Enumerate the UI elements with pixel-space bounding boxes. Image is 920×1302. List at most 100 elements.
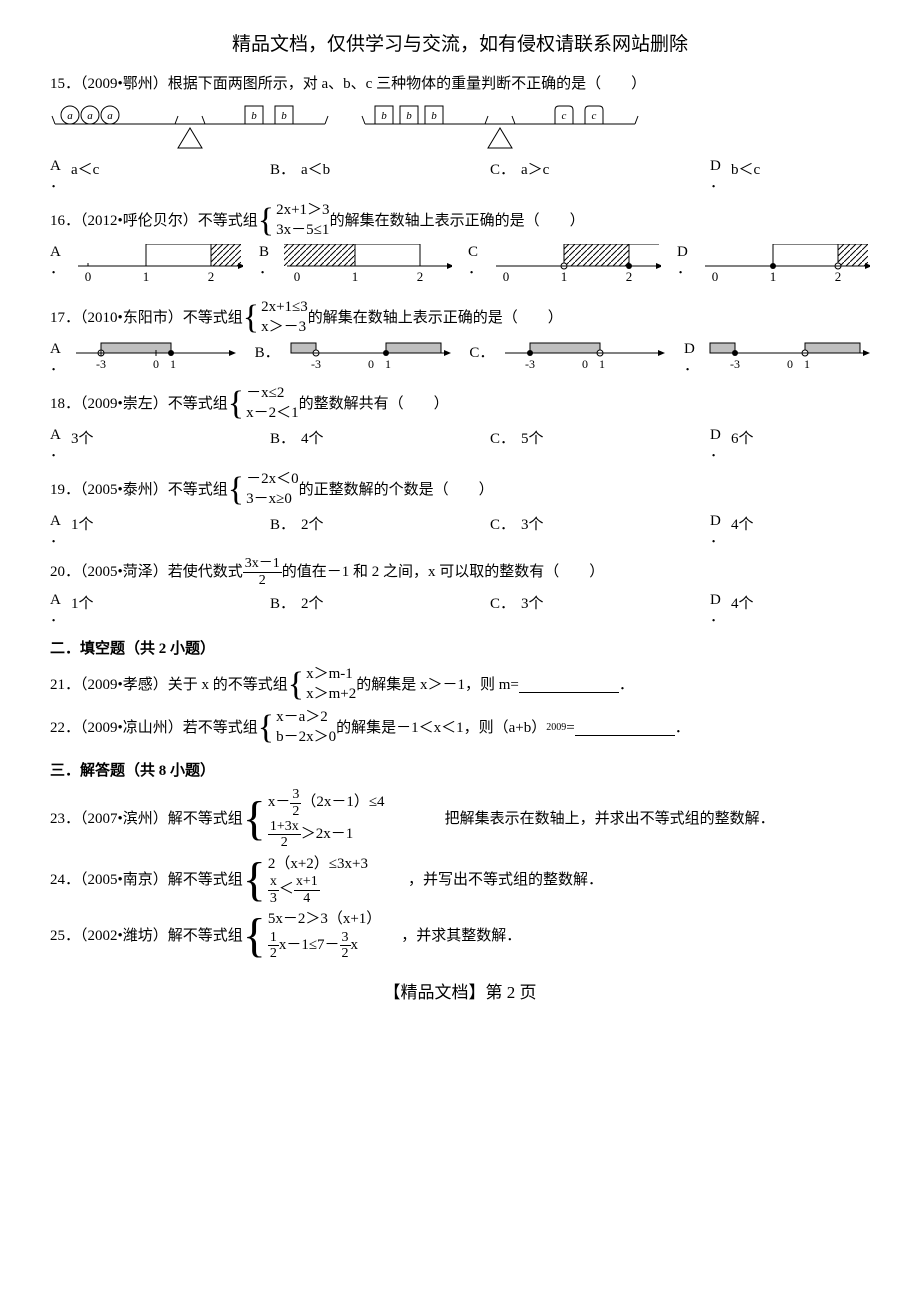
section-3-title: 三．解答题（共 8 小题） [50,759,870,783]
question-20: 20．（2005•菏泽）若使代数式 3x－12 的值在－1 和 2 之间，x 可… [50,556,870,625]
svg-text:0: 0 [787,357,793,371]
q19-option-c: C．3个 [490,513,650,537]
q20-suffix: 的值在－1 和 2 之间，x 可以取的整数有（ ） [282,560,605,584]
svg-text:2: 2 [626,269,633,284]
section-2-title: 二．填空题（共 2 小题） [50,637,870,661]
q20-option-d: D．4个 [710,592,870,625]
q18-option-b: B．4个 [270,427,430,451]
question-25: 25．（2002•潍坊）解不等式组 { 5x－2＞3（x+1） 12x－1≤7－… [50,910,870,961]
number-line-17b: -3 0 1 [286,341,451,373]
q24-prefix: 24．（2005•南京）解不等式组 [50,868,243,892]
number-line-16a: 0 1 2 [73,244,243,288]
q20-option-b: B．2个 [270,592,430,616]
q16-suffix: 的解集在数轴上表示正确的是（ ） [330,209,585,233]
svg-text:a: a [107,110,113,122]
q16-prefix: 16．（2012•呼伦贝尔）不等式组 [50,209,258,233]
q18-option-a: A．3个 [50,427,210,460]
svg-text:1: 1 [770,269,777,284]
q15-option-d: D．b＜c [710,158,870,191]
document-header: 精品文档，仅供学习与交流，如有侵权请联系网站删除 [50,30,870,60]
q24-suffix: ，并写出不等式组的整数解． [408,868,603,892]
q16-option-b: B． 0 1 2 [259,244,452,288]
q21-suffix: 的解集是 x＞－1，则 m= [356,673,519,697]
question-19: 19．（2005•泰州）不等式组 {－2x＜03－x≥0 的正整数解的个数是（ … [50,470,870,546]
svg-text:0: 0 [153,357,159,371]
q20-option-c: C．3个 [490,592,650,616]
q19-option-d: D．4个 [710,513,870,546]
number-line-16b: 0 1 2 [282,244,452,288]
question-17: 17．（2010•东阳市）不等式组 {2x+1≤3x＞－3 的解集在数轴上表示正… [50,298,870,374]
document-footer: 【精品文档】第 2 页 [50,979,870,1006]
svg-text:-3: -3 [525,357,535,371]
q19-prefix: 19．（2005•泰州）不等式组 [50,478,228,502]
q18-prefix: 18．（2009•崇左）不等式组 [50,392,228,416]
q17-suffix: 的解集在数轴上表示正确的是（ ） [308,306,563,330]
svg-text:0: 0 [368,357,374,371]
q15-option-b: B．a＜b [270,158,430,182]
q19-option-a: A．1个 [50,513,210,546]
q21-blank [519,677,619,693]
question-16: 16．（2012•呼伦贝尔）不等式组 {2x+1＞33x－5≤1 的解集在数轴上… [50,201,870,288]
question-23: 23．（2007•滨州）解不等式组 { x－32（2x－1）≤4 1+3x2＞2… [50,787,870,851]
q17-option-b: B． -3 0 1 [255,341,451,373]
svg-text:1: 1 [143,269,150,284]
svg-text:1: 1 [170,357,176,371]
q20-option-a: A．1个 [50,592,210,625]
number-line-16d: 0 1 2 [700,244,870,288]
svg-text:1: 1 [385,357,391,371]
balance-diagram-2: b b b c c [360,102,640,152]
q17-prefix: 17．（2010•东阳市）不等式组 [50,306,243,330]
q22-suffix1: 的解集是－1＜x＜1，则（a+b） [336,716,546,740]
svg-text:1: 1 [599,357,605,371]
q16-option-d: D． 0 1 2 [677,244,870,288]
question-22: 22．（2009•凉山州）若不等式组 {x－a＞2b－2x＞0 的解集是－1＜x… [50,708,870,747]
number-line-17a: -3 0 1 [71,341,236,373]
q18-suffix: 的整数解共有（ ） [299,392,449,416]
q19-option-b: B．2个 [270,513,430,537]
q21-prefix: 21．（2009•孝感）关于 x 的不等式组 [50,673,288,697]
svg-text:b: b [251,110,257,122]
svg-text:0: 0 [503,269,510,284]
svg-text:b: b [431,110,437,122]
svg-text:b: b [406,110,412,122]
question-18: 18．（2009•崇左）不等式组 {－x≤2x－2＜1 的整数解共有（ ） A．… [50,384,870,460]
svg-text:2: 2 [835,269,842,284]
svg-text:1: 1 [804,357,810,371]
q25-suffix: ，并求其整数解． [401,924,521,948]
q25-prefix: 25．（2002•潍坊）解不等式组 [50,924,243,948]
q23-suffix: 把解集表示在数轴上，并求出不等式组的整数解． [445,807,775,831]
q22-blank [575,720,675,736]
q19-suffix: 的正整数解的个数是（ ） [299,478,494,502]
q15-text: 15．（2009•鄂州）根据下面两图所示，对 a、b、c 三种物体的重量判断不正… [50,72,870,96]
svg-text:c: c [592,110,597,122]
q17-option-d: D． -3 0 1 [684,341,870,374]
balance-diagram-1: a a a b b [50,102,330,152]
svg-text:2: 2 [208,269,215,284]
q18-option-d: D．6个 [710,427,870,460]
q16-option-a: A． 0 1 2 [50,244,243,288]
q23-prefix: 23．（2007•滨州）解不等式组 [50,807,243,831]
svg-text:b: b [381,110,387,122]
number-line-16c: 0 1 2 [491,244,661,288]
svg-text:0: 0 [582,357,588,371]
q17-option-a: A． -3 0 1 [50,341,236,374]
svg-text:-3: -3 [311,357,321,371]
q18-option-c: C．5个 [490,427,650,451]
q15-option-c: C．a＞c [490,158,650,182]
svg-text:1: 1 [561,269,568,284]
svg-text:0: 0 [294,269,301,284]
q20-prefix: 20．（2005•菏泽）若使代数式 [50,560,243,584]
svg-text:0: 0 [85,269,92,284]
svg-text:-3: -3 [730,357,740,371]
question-21: 21．（2009•孝感）关于 x 的不等式组 {x＞m-1x＞m+2 的解集是 … [50,665,870,704]
svg-text:-3: -3 [96,357,106,371]
svg-text:c: c [562,110,567,122]
q17-option-c: C． -3 0 1 [469,341,665,373]
svg-text:a: a [67,110,73,122]
q15-option-a: A．a＜c [50,158,210,191]
svg-text:2: 2 [417,269,424,284]
question-15: 15．（2009•鄂州）根据下面两图所示，对 a、b、c 三种物体的重量判断不正… [50,72,870,191]
q22-prefix: 22．（2009•凉山州）若不等式组 [50,716,258,740]
svg-text:1: 1 [352,269,359,284]
svg-text:b: b [281,110,287,122]
